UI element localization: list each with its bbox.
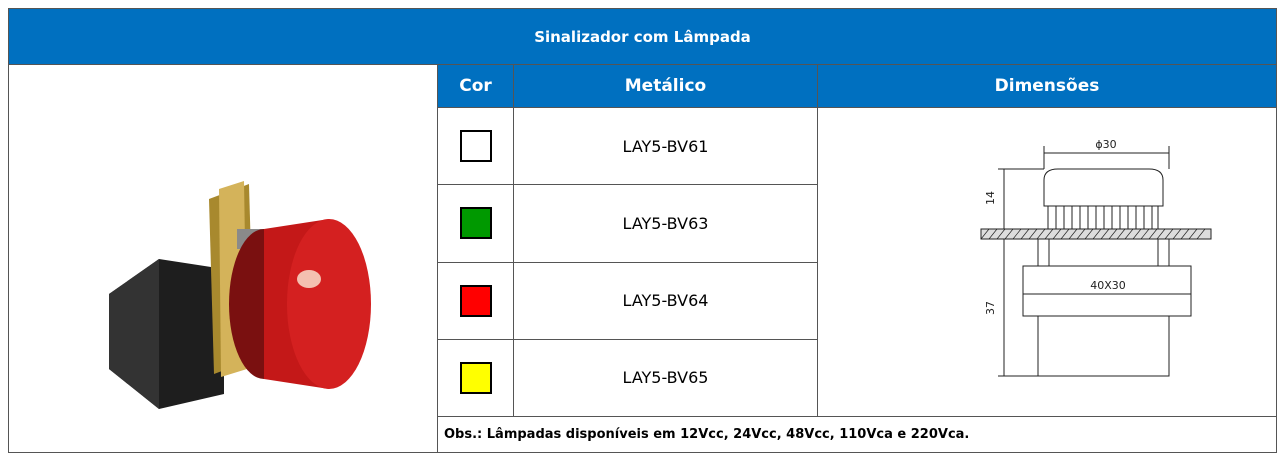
color-cell — [437, 261, 514, 340]
column-header: Metálico — [513, 64, 818, 108]
dimension-label: 37 — [984, 301, 997, 315]
color-swatch — [459, 284, 492, 317]
note: Obs.: Lâmpadas disponíveis em 12Vcc, 24V… — [437, 416, 1277, 453]
color-swatch — [459, 130, 492, 163]
dimension-label: 40X30 — [1090, 279, 1126, 292]
model-cell: LAY5-BV63 — [513, 184, 818, 263]
color-swatch — [459, 207, 492, 240]
color-cell — [437, 184, 514, 263]
color-cell — [437, 338, 514, 418]
dimension-drawing: ϕ30 14 40X30 37 — [980, 138, 1212, 377]
color-swatch — [459, 361, 492, 394]
product-table: Sinalizador com Lâmpada Cor Metálico Dim… — [8, 8, 1277, 453]
spec-table: Sinalizador com Lâmpada Cor Metálico Dim… — [8, 8, 1277, 453]
product-photo — [109, 180, 371, 409]
model-cell: LAY5-BV65 — [513, 338, 818, 418]
dimension-cell: ϕ30 14 40X30 37 — [817, 107, 1277, 417]
product-photo-cell — [8, 64, 438, 453]
dimension-label: 14 — [984, 191, 997, 205]
column-header: Dimensões — [817, 64, 1277, 108]
dimension-label: ϕ30 — [1095, 138, 1116, 151]
model-cell: LAY5-BV64 — [513, 261, 818, 340]
color-cell — [437, 106, 514, 186]
column-header: Cor — [437, 64, 514, 108]
model-cell: LAY5-BV61 — [513, 106, 818, 186]
table-title: Sinalizador com Lâmpada — [8, 8, 1277, 65]
